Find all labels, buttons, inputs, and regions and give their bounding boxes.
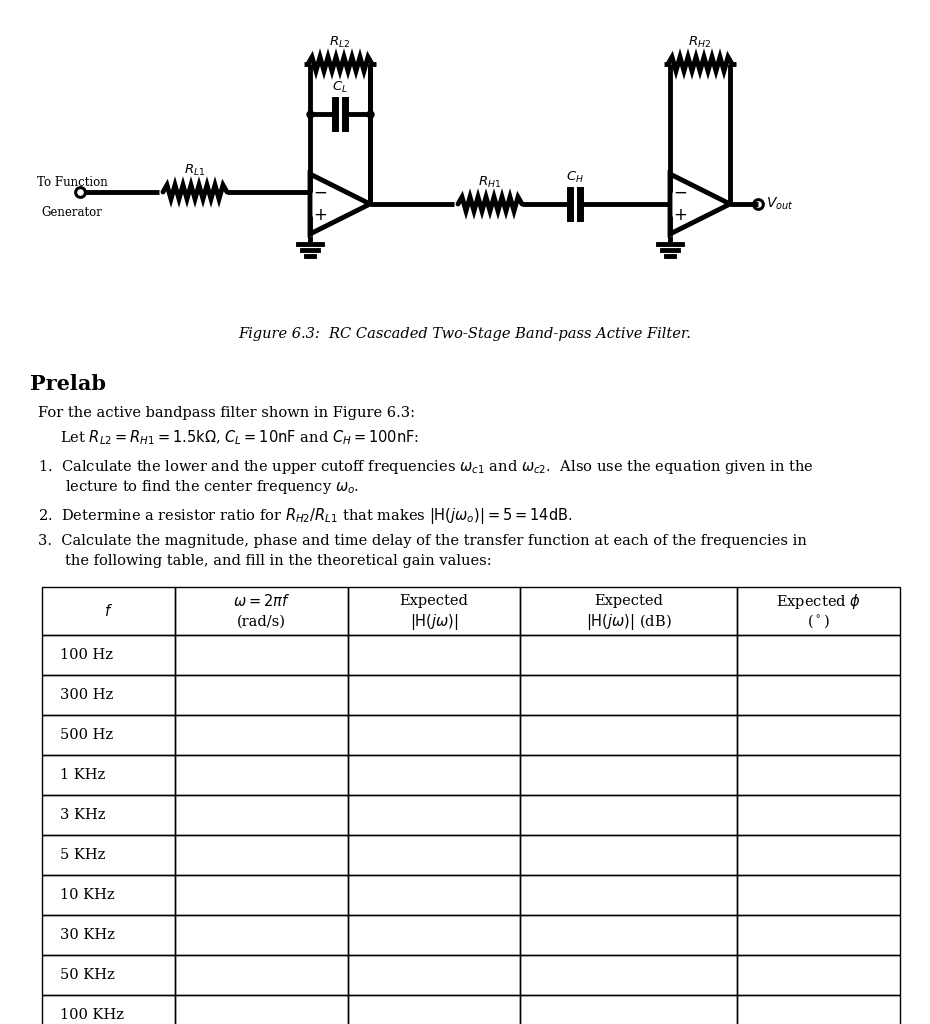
Bar	[348, 795, 520, 835]
Bar	[520, 915, 737, 955]
Bar	[737, 955, 900, 995]
Text: $R_{H1}$: $R_{H1}$	[478, 175, 501, 190]
Text: $+$: $+$	[673, 208, 687, 224]
Text: Figure 6.3:  RC Cascaded Two-Stage Band-pass Active Filter.: Figure 6.3: RC Cascaded Two-Stage Band-p…	[239, 327, 691, 341]
Text: 2.  Determine a resistor ratio for $R_{H2}/R_{L1}$ that makes $|\mathrm{H}(j\ome: 2. Determine a resistor ratio for $R_{H2…	[38, 506, 573, 526]
Text: 1.  Calculate the lower and the upper cutoff frequencies $\omega_{c1}$ and $\ome: 1. Calculate the lower and the upper cut…	[38, 458, 814, 476]
Bar	[42, 755, 175, 795]
Bar	[175, 675, 348, 715]
Bar	[348, 874, 520, 915]
Bar	[737, 587, 900, 635]
Text: Expected $\phi$: Expected $\phi$	[777, 592, 861, 611]
Bar	[348, 955, 520, 995]
Bar	[42, 715, 175, 755]
Text: $f$: $f$	[104, 603, 113, 618]
Bar	[42, 675, 175, 715]
Text: $R_{H2}$: $R_{H2}$	[688, 35, 711, 50]
Bar	[175, 874, 348, 915]
Text: $|\mathrm{H}(j\omega)|$: $|\mathrm{H}(j\omega)|$	[409, 611, 458, 632]
Bar	[520, 795, 737, 835]
Bar	[737, 915, 900, 955]
Text: To Function: To Function	[36, 176, 107, 189]
Bar	[348, 915, 520, 955]
Bar	[520, 995, 737, 1024]
Text: 3.  Calculate the magnitude, phase and time delay of the transfer function at ea: 3. Calculate the magnitude, phase and ti…	[38, 534, 807, 548]
Bar	[348, 755, 520, 795]
Text: 3 KHz: 3 KHz	[60, 808, 105, 822]
Bar	[175, 587, 348, 635]
Text: $C_H$: $C_H$	[566, 170, 584, 185]
Bar	[42, 955, 175, 995]
Bar	[520, 835, 737, 874]
Bar	[42, 995, 175, 1024]
Bar	[42, 635, 175, 675]
Bar	[737, 675, 900, 715]
Text: (rad/s): (rad/s)	[237, 614, 286, 629]
Bar	[348, 835, 520, 874]
Bar	[737, 995, 900, 1024]
Bar	[348, 635, 520, 675]
Text: 300 Hz: 300 Hz	[60, 688, 113, 702]
Bar	[737, 874, 900, 915]
Text: ($^\circ$): ($^\circ$)	[807, 612, 830, 631]
Bar	[737, 835, 900, 874]
Bar	[42, 795, 175, 835]
Text: 500 Hz: 500 Hz	[60, 728, 113, 742]
Text: Let $R_{L2} = R_{H1} = 1.5\mathrm{k}\Omega$, $C_L = 10\mathrm{nF}$ and $C_H = 10: Let $R_{L2} = R_{H1} = 1.5\mathrm{k}\Ome…	[60, 428, 419, 446]
Bar	[348, 715, 520, 755]
Bar	[737, 635, 900, 675]
Bar	[520, 635, 737, 675]
Text: $C_L$: $C_L$	[332, 80, 348, 95]
Bar	[42, 915, 175, 955]
Text: 10 KHz: 10 KHz	[60, 888, 114, 902]
Bar	[348, 995, 520, 1024]
Text: Generator: Generator	[42, 206, 102, 219]
Bar	[175, 955, 348, 995]
Text: Expected: Expected	[400, 594, 469, 608]
Text: 5 KHz: 5 KHz	[60, 848, 105, 862]
Bar	[175, 755, 348, 795]
Bar	[348, 675, 520, 715]
Bar	[175, 835, 348, 874]
Text: $V_{out}$: $V_{out}$	[766, 196, 793, 212]
Bar	[737, 755, 900, 795]
Text: For the active bandpass filter shown in Figure 6.3:: For the active bandpass filter shown in …	[38, 406, 415, 420]
Text: Prelab: Prelab	[30, 374, 106, 394]
Text: $|\mathrm{H}(j\omega)|$ (dB): $|\mathrm{H}(j\omega)|$ (dB)	[586, 611, 671, 632]
Bar	[520, 675, 737, 715]
Text: 100 Hz: 100 Hz	[60, 648, 113, 662]
Bar	[520, 755, 737, 795]
Text: $\omega = 2\pi f$: $\omega = 2\pi f$	[232, 593, 290, 609]
Bar	[520, 874, 737, 915]
Bar	[737, 795, 900, 835]
Text: the following table, and fill in the theoretical gain values:: the following table, and fill in the the…	[65, 554, 492, 568]
Text: Expected: Expected	[594, 594, 663, 608]
Text: $-$: $-$	[312, 183, 327, 201]
Bar	[42, 587, 175, 635]
Bar	[737, 715, 900, 755]
Bar	[175, 635, 348, 675]
Text: lecture to find the center frequency $\omega_o$.: lecture to find the center frequency $\o…	[65, 478, 359, 496]
Bar	[520, 587, 737, 635]
Text: 1 KHz: 1 KHz	[60, 768, 105, 782]
Bar	[42, 835, 175, 874]
Text: $R_{L1}$: $R_{L1}$	[184, 163, 206, 178]
Bar	[175, 795, 348, 835]
Bar	[348, 587, 520, 635]
Bar	[42, 874, 175, 915]
Text: 100 KHz: 100 KHz	[60, 1008, 124, 1022]
Text: $+$: $+$	[312, 208, 327, 224]
Bar	[520, 715, 737, 755]
Text: 30 KHz: 30 KHz	[60, 928, 115, 942]
Bar	[175, 915, 348, 955]
Bar	[175, 995, 348, 1024]
Bar	[175, 715, 348, 755]
Text: $R_{L2}$: $R_{L2}$	[329, 35, 351, 50]
Text: $-$: $-$	[673, 183, 687, 201]
Bar	[520, 955, 737, 995]
Text: 50 KHz: 50 KHz	[60, 968, 114, 982]
